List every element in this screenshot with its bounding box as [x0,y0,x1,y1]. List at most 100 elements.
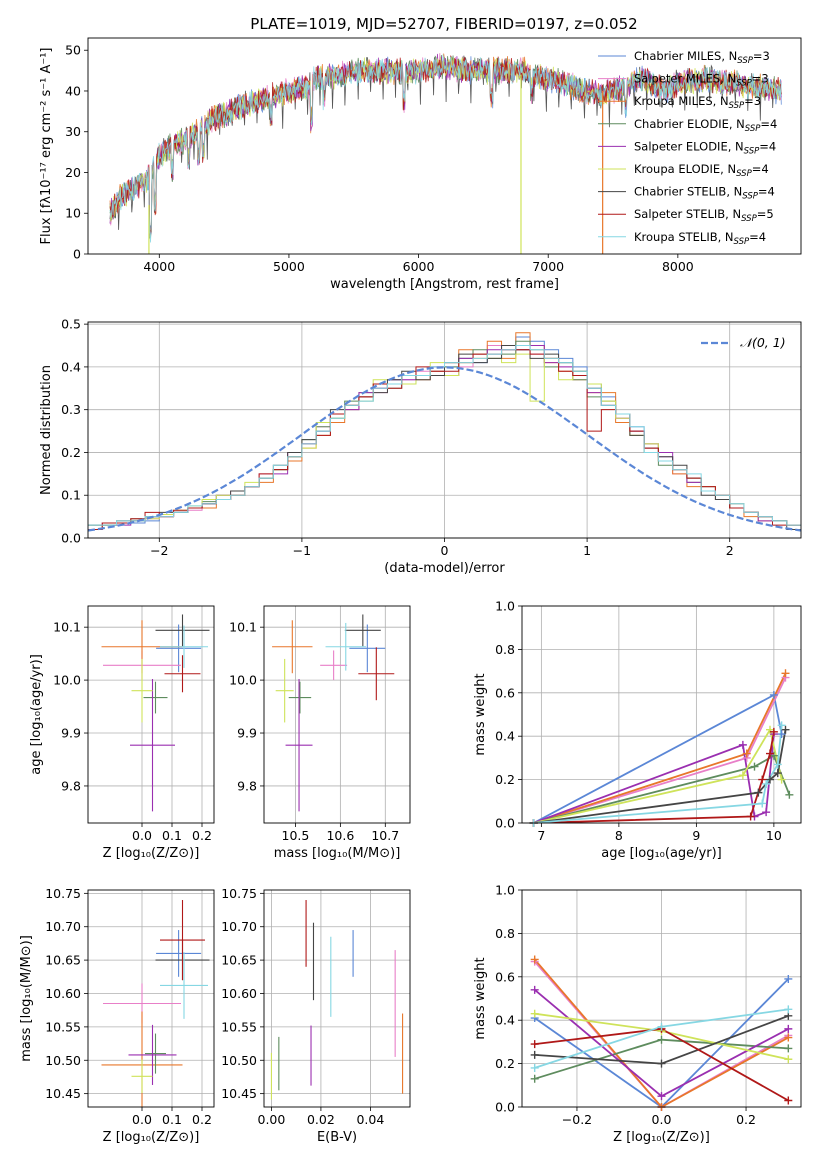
plot-age-vs-mass: 10.5 10.6 10.7 9.8 9.9 10.0 10.1 mass [log₁₀(M/… [229,605,411,861]
legend-suffix: =4 [759,139,776,153]
legend-sub: SSP [744,146,760,156]
axes-frame [87,605,215,824]
y-axis-label: Normed distribution [39,365,54,495]
legend-sub: SSP [736,169,752,179]
x-tick-label: 4000 [143,259,175,274]
y-tick-label: 0.4 [495,729,515,744]
y-tick-label: 10.45 [221,1086,257,1101]
x-tick-label: 5000 [273,259,305,274]
y-tick-label: 10.65 [221,953,257,968]
y-tick-label: 10.60 [45,986,81,1001]
x-tick-label: 10.5 [282,828,310,843]
legend-suffix: =3 [753,49,770,63]
y-axis-label: mass weight [473,957,488,1039]
x-tick-label: 0.2 [192,828,212,843]
y-tick-label: 20 [65,165,81,180]
legend-label: Salpeter ELODIE, N [634,139,744,153]
legend-sub: SSP [729,101,745,111]
axes-frame [87,321,802,539]
x-tick-label: 1 [583,543,591,558]
weight-marker [762,808,771,817]
y-tick-label: 0.6 [495,685,515,700]
weight-marker [657,1092,666,1101]
weight-marker [530,985,539,994]
plots-layer: 4000 5000 6000 7000 800001020304050wavelengt… [19,37,802,1145]
weight-marker [773,769,782,778]
y-tick-label: 0.2 [495,1056,515,1071]
x-tick-label: 0 [441,543,449,558]
legend-entry: 𝒩(0, 1) [740,335,786,350]
legend-entry: Chabrier ELODIE, NSSP=4 [634,117,777,134]
y-tick-label: 0.0 [61,531,81,546]
x-tick-label: 7 [537,828,545,843]
y-tick-label: 0.8 [495,926,515,941]
weight-line-3 [533,754,791,823]
y-tick-label: 10 [65,206,81,221]
y-tick-label: 10.0 [229,673,257,688]
legend-label: Salpeter MILES, N [634,72,736,86]
y-tick-label: 0.5 [61,317,81,332]
x-tick-label: −1 [293,543,311,558]
legend-sub: SSP [734,237,750,247]
weight-marker [657,1022,666,1031]
x-tick-label: 0.2 [192,1112,212,1127]
x-axis-label: mass [log₁₀(M/M⊙)] [274,846,401,861]
y-tick-label: 0.6 [495,969,515,984]
plot-area [88,332,801,532]
weight-marker [758,799,767,808]
weight-marker [657,1059,666,1068]
weight-marker [530,1063,539,1072]
weight-marker [777,775,786,784]
axes-frame [87,889,215,1108]
x-tick-label: 0.02 [307,1112,335,1127]
y-tick-label: 0.3 [61,402,81,417]
x-axis-label: Z [log₁₀(Z/Z⊙)] [613,1130,710,1145]
legend-sub: SSP [737,56,753,66]
y-tick-label: 0.1 [61,488,81,503]
plot-mass-weight-vs-age: 7 8 9 10 0.0 0.2 0.4 0.6 0.8 1.0 age [log₁₀(age/yr… [473,599,802,861]
weight-marker [750,762,759,771]
legend-suffix: =3 [744,94,761,108]
weight-marker [781,725,790,734]
y-tick-label: 0.0 [495,816,515,831]
plot-age-vs-Z: 0.0 0.1 0.2 9.8 9.9 10.0 10.1 Z [log₁₀(Z/Z⊙)] ag… [29,605,215,861]
legend-suffix: =5 [757,207,774,221]
y-axis-label: age [log₁₀(age/yr)] [29,654,44,775]
y-tick-label: 10.55 [221,1019,257,1034]
y-tick-label: 10.70 [221,919,257,934]
weight-marker [738,740,747,749]
y-tick-label: 9.8 [237,778,257,793]
legend-label: Chabrier ELODIE, N [634,117,745,131]
weight-marker [738,771,747,780]
legend-sub: SSP [736,79,752,89]
x-tick-label: 10.6 [326,828,354,843]
x-axis-label: Z [log₁₀(Z/Z⊙)] [103,1130,200,1145]
x-tick-label: −2 [150,543,168,558]
y-tick-label: 0.4 [61,359,81,374]
weight-marker [530,1009,539,1018]
legend-suffix: =3 [752,72,769,86]
x-tick-label: 0.00 [258,1112,286,1127]
spectrum-line-8 [109,54,782,243]
x-tick-label: 10 [766,828,782,843]
plot-area [270,900,404,1100]
y-tick-label: 0.0 [495,1100,515,1115]
x-tick-label: 0.04 [356,1112,384,1127]
y-tick-label: 50 [65,43,81,58]
y-tick-label: 10.60 [221,986,257,1001]
legend-entry: Salpeter ELODIE, NSSP=4 [634,139,776,156]
histogram-series-8 [88,345,801,526]
legend-entry: Chabrier MILES, NSSP=3 [634,49,770,66]
y-tick-label: 10.1 [53,620,81,635]
axes-frame [263,889,411,1108]
weight-marker [777,730,786,739]
weight-marker [766,775,774,784]
legend-suffix: =4 [752,162,769,176]
weight-marker [766,749,774,758]
plot-area [109,53,782,254]
weight-marker [784,1033,793,1042]
axes-frame [263,605,411,824]
plot-area [101,900,210,1107]
x-axis-label: E(B-V) [317,1130,357,1145]
legend-sub: SSP [745,124,761,134]
